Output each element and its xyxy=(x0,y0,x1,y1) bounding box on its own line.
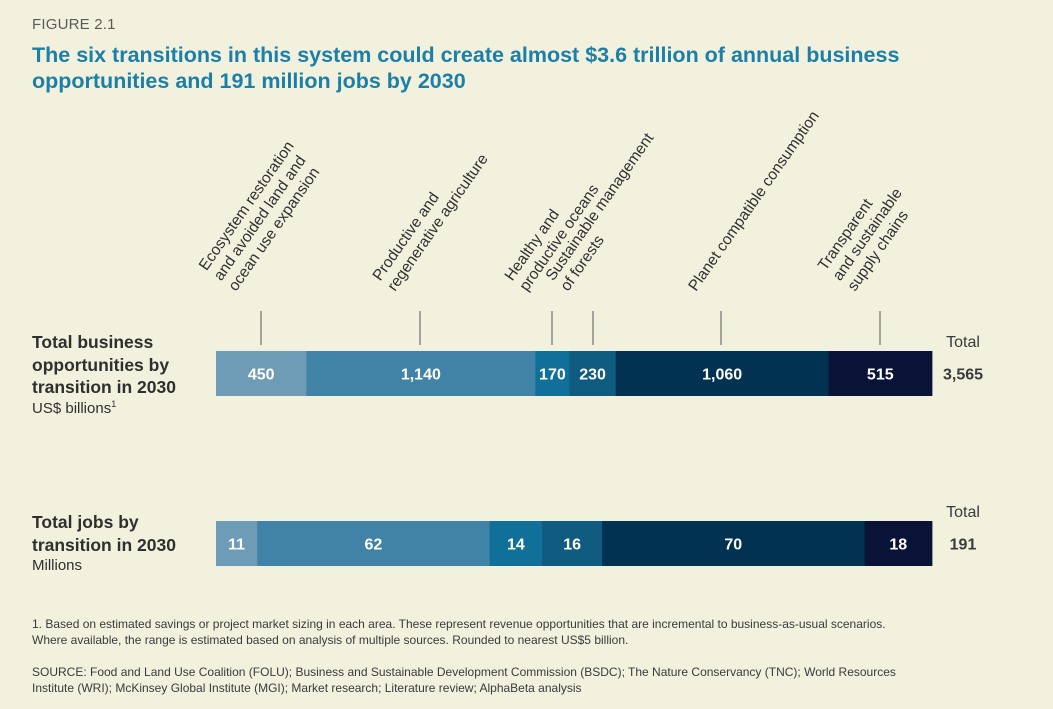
business-bar-segment xyxy=(535,351,570,396)
footnote: 1. Based on estimated savings or project… xyxy=(32,616,1022,648)
business-unit-text: US$ billions xyxy=(32,400,112,417)
source-line: Institute (WRI); McKinsey Global Institu… xyxy=(32,681,582,695)
business-bar-segment xyxy=(615,351,829,396)
jobs-bar-segment xyxy=(602,521,865,566)
business-row-unit: US$ billions1 xyxy=(32,399,116,417)
business-bar-segment xyxy=(569,351,617,396)
jobs-row-unit: Millions xyxy=(32,557,83,574)
jobs-segment-label: 16 xyxy=(563,537,581,554)
category-label: Sustainable management xyxy=(543,130,658,284)
jobs-segment-label: 11 xyxy=(228,537,245,554)
footnote-line: 1. Based on estimated savings or project… xyxy=(32,617,886,631)
jobs-segment-label: 62 xyxy=(365,537,383,554)
business-row-label-line: opportunities by xyxy=(32,354,170,375)
business-segment-label: 515 xyxy=(867,367,894,384)
business-segment-label: 170 xyxy=(539,367,566,384)
business-segment-label: 1,060 xyxy=(702,367,742,384)
jobs-bar-segment xyxy=(864,521,933,566)
business-segment-label: 230 xyxy=(579,367,606,384)
chart-title: The six transitions in this system could… xyxy=(32,43,900,93)
jobs-segment-label: 14 xyxy=(507,537,525,554)
jobs-row-label-line: transition in 2030 xyxy=(32,534,176,555)
category-label-group: Planet compatible consumption xyxy=(685,108,822,294)
business-row-label-line: Total business xyxy=(32,332,154,352)
jobs-row-label: Total jobs by transition in 2030 xyxy=(32,511,176,556)
business-segment-label: 1,140 xyxy=(401,367,441,384)
jobs-bar-segment xyxy=(257,521,491,566)
jobs-total-value: 191 xyxy=(950,537,977,554)
business-row-label-line: transition in 2030 xyxy=(32,377,176,397)
jobs-segment-label: 18 xyxy=(889,537,907,554)
business-bar-segment xyxy=(216,351,307,396)
source-line: SOURCE: Food and Land Use Coalition (FOL… xyxy=(32,665,896,679)
jobs-bar-segment xyxy=(216,521,258,566)
jobs-bar-segment xyxy=(542,521,603,566)
business-row-label: Total business opportunities by transiti… xyxy=(32,331,176,399)
category-label: Planet compatible consumption xyxy=(685,108,822,294)
business-total-label: Total xyxy=(946,334,980,351)
category-label: regenerative agriculture xyxy=(384,151,491,294)
source-note: SOURCE: Food and Land Use Coalition (FOL… xyxy=(32,664,1022,696)
figure-label: FIGURE 2.1 xyxy=(32,16,116,33)
business-bar-segment xyxy=(828,351,933,396)
jobs-bar-segment xyxy=(489,521,543,566)
jobs-total-label: Total xyxy=(946,504,980,521)
business-bar-segment xyxy=(306,351,536,396)
footnote-marker: 1 xyxy=(111,399,117,409)
business-segment-label: 450 xyxy=(248,367,275,384)
jobs-row-label-line: Total jobs by xyxy=(32,512,139,532)
jobs-segment-label: 70 xyxy=(724,537,742,554)
business-total-value: 3,565 xyxy=(943,367,983,384)
footnote-line: Where available, the range is estimated … xyxy=(32,633,629,647)
